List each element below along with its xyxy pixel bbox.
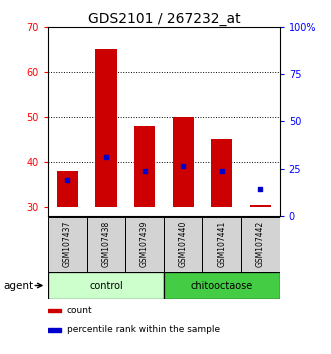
Point [142, 168, 147, 174]
Text: control: control [89, 280, 123, 291]
Title: GDS2101 / 267232_at: GDS2101 / 267232_at [87, 12, 240, 25]
Bar [95, 49, 117, 207]
Bar [48, 272, 164, 299]
Bar [87, 217, 125, 272]
Text: GSM107441: GSM107441 [217, 221, 226, 267]
Text: GSM107440: GSM107440 [179, 221, 188, 267]
Point [65, 177, 70, 183]
Text: agent: agent [3, 280, 33, 291]
Point [258, 186, 263, 192]
Bar [172, 117, 194, 207]
Bar [211, 139, 232, 207]
Text: GSM107439: GSM107439 [140, 221, 149, 267]
Bar [241, 217, 280, 272]
Text: GSM107442: GSM107442 [256, 221, 265, 267]
Bar [250, 205, 271, 207]
Bar [125, 217, 164, 272]
Bar [48, 217, 87, 272]
Bar [57, 171, 78, 207]
Bar [203, 217, 241, 272]
Bar [48, 328, 61, 332]
Text: GSM107437: GSM107437 [63, 221, 72, 267]
Bar [134, 126, 155, 207]
Text: GSM107438: GSM107438 [101, 221, 111, 267]
Text: percentile rank within the sample: percentile rank within the sample [67, 325, 220, 334]
Point [180, 164, 186, 169]
Bar [48, 309, 61, 312]
Bar [164, 272, 280, 299]
Bar [164, 217, 203, 272]
Text: count: count [67, 306, 92, 315]
Text: chitooctaose: chitooctaose [191, 280, 253, 291]
Point [219, 168, 224, 174]
Point [103, 154, 109, 160]
